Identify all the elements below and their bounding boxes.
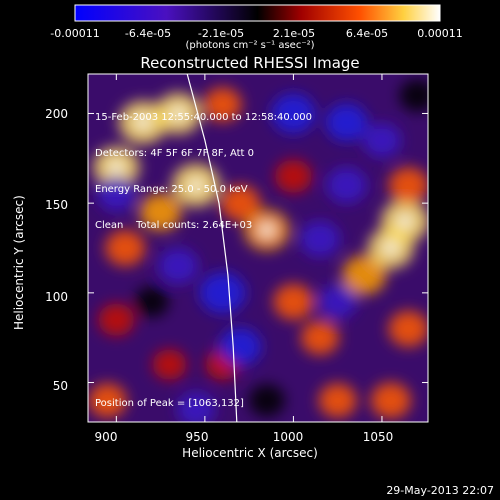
peak-position-label: Position of Peak = [1063,132] bbox=[95, 398, 244, 409]
x-axis-label: Heliocentric X (arcsec) bbox=[182, 446, 318, 460]
info-energy-range: Energy Range: 25.0 - 50.0 keV bbox=[95, 184, 248, 195]
info-clean-counts: Clean Total counts: 2.64E+03 bbox=[95, 220, 253, 231]
colorbar-tick-label: -0.00011 bbox=[50, 27, 100, 40]
heatmap-area bbox=[88, 74, 428, 422]
colorbar-tick-label: -6.4e-05 bbox=[124, 27, 172, 40]
heatmap-blob bbox=[97, 177, 136, 212]
colorbar-units: (photons cm⁻² s⁻¹ asec⁻²) bbox=[185, 40, 315, 51]
info-block: 15-Feb-2003 12:55:40.000 to 12:58:40.000… bbox=[95, 88, 312, 244]
heatmap-blob bbox=[248, 384, 285, 417]
heatmap-blob bbox=[370, 382, 411, 419]
heatmap-blob bbox=[271, 93, 316, 134]
heatmap-hotspot bbox=[171, 107, 186, 120]
heatmap-blob bbox=[98, 303, 135, 336]
colorbar-tick-label: -2.1e-05 bbox=[197, 27, 245, 40]
heatmap-blob bbox=[139, 193, 182, 232]
heatmap-blob bbox=[399, 79, 428, 112]
timestamp: 29-May-2013 22:07 bbox=[386, 484, 494, 497]
info-time-range: 15-Feb-2003 12:55:40.000 to 12:58:40.000 bbox=[95, 112, 313, 123]
heatmap-blob bbox=[220, 185, 261, 222]
heatmap-blob bbox=[134, 286, 169, 318]
chart-title: Reconstructed RHESSI Image bbox=[140, 54, 360, 72]
colorbar-tick-label: 2.1e-05 bbox=[272, 27, 316, 40]
y-axis-label-wrap: Heliocentric Y (arcsec) bbox=[12, 195, 147, 344]
heatmap-blob bbox=[342, 255, 387, 295]
heatmap-blob bbox=[158, 247, 199, 284]
colorbar bbox=[74, 4, 441, 22]
heatmap-blob bbox=[388, 167, 428, 204]
heatmap-hotspot bbox=[259, 224, 274, 237]
heatmap-blob bbox=[362, 123, 401, 158]
heatmap-blob bbox=[388, 310, 428, 347]
colorbar-tick-label: 0.00011 bbox=[417, 27, 463, 40]
heatmap-blob bbox=[219, 327, 262, 366]
heatmap-blob bbox=[88, 383, 127, 418]
heatmap-blob bbox=[199, 272, 246, 314]
x-tick-label: 900 bbox=[94, 430, 118, 444]
heatmap-blob bbox=[318, 383, 357, 418]
y-axis-label: Heliocentric Y (arcsec) bbox=[12, 195, 26, 330]
heatmap-blob bbox=[177, 392, 216, 422]
x-tick-label: 1050 bbox=[362, 430, 394, 444]
heatmap-blob bbox=[152, 349, 187, 380]
heatmap-blob bbox=[318, 284, 357, 319]
heatmap-hotspot bbox=[397, 215, 412, 228]
heatmap-blob bbox=[300, 320, 339, 355]
y-tick-label: 200 bbox=[45, 107, 68, 121]
colorbar-tick-label: 6.4e-05 bbox=[345, 27, 389, 40]
info-detectors: Detectors: 4F 5F 6F 7F 8F, Att 0 bbox=[95, 148, 255, 159]
y-tick-label: 100 bbox=[45, 290, 68, 304]
heatmap-blob bbox=[326, 167, 367, 204]
heatmap-blob bbox=[105, 230, 146, 266]
heatmap-hotspot bbox=[383, 242, 398, 254]
heatmap-blob bbox=[203, 87, 242, 122]
heatmap-blob bbox=[273, 283, 314, 320]
heatmap-blob bbox=[325, 103, 368, 142]
y-tick-label: 150 bbox=[45, 198, 68, 212]
heatmap-hotspot bbox=[189, 179, 204, 192]
x-tick-label: 950 bbox=[185, 430, 209, 444]
y-tick-label: 50 bbox=[52, 379, 68, 393]
heatmap-hotspot bbox=[109, 161, 124, 174]
solar-limb-line bbox=[186, 74, 238, 422]
heatmap-blob bbox=[274, 159, 312, 193]
plot-frame bbox=[87, 73, 429, 423]
heatmap-hotspot bbox=[135, 116, 150, 129]
heatmap-blob bbox=[299, 221, 340, 258]
x-tick-label: 1000 bbox=[272, 430, 304, 444]
